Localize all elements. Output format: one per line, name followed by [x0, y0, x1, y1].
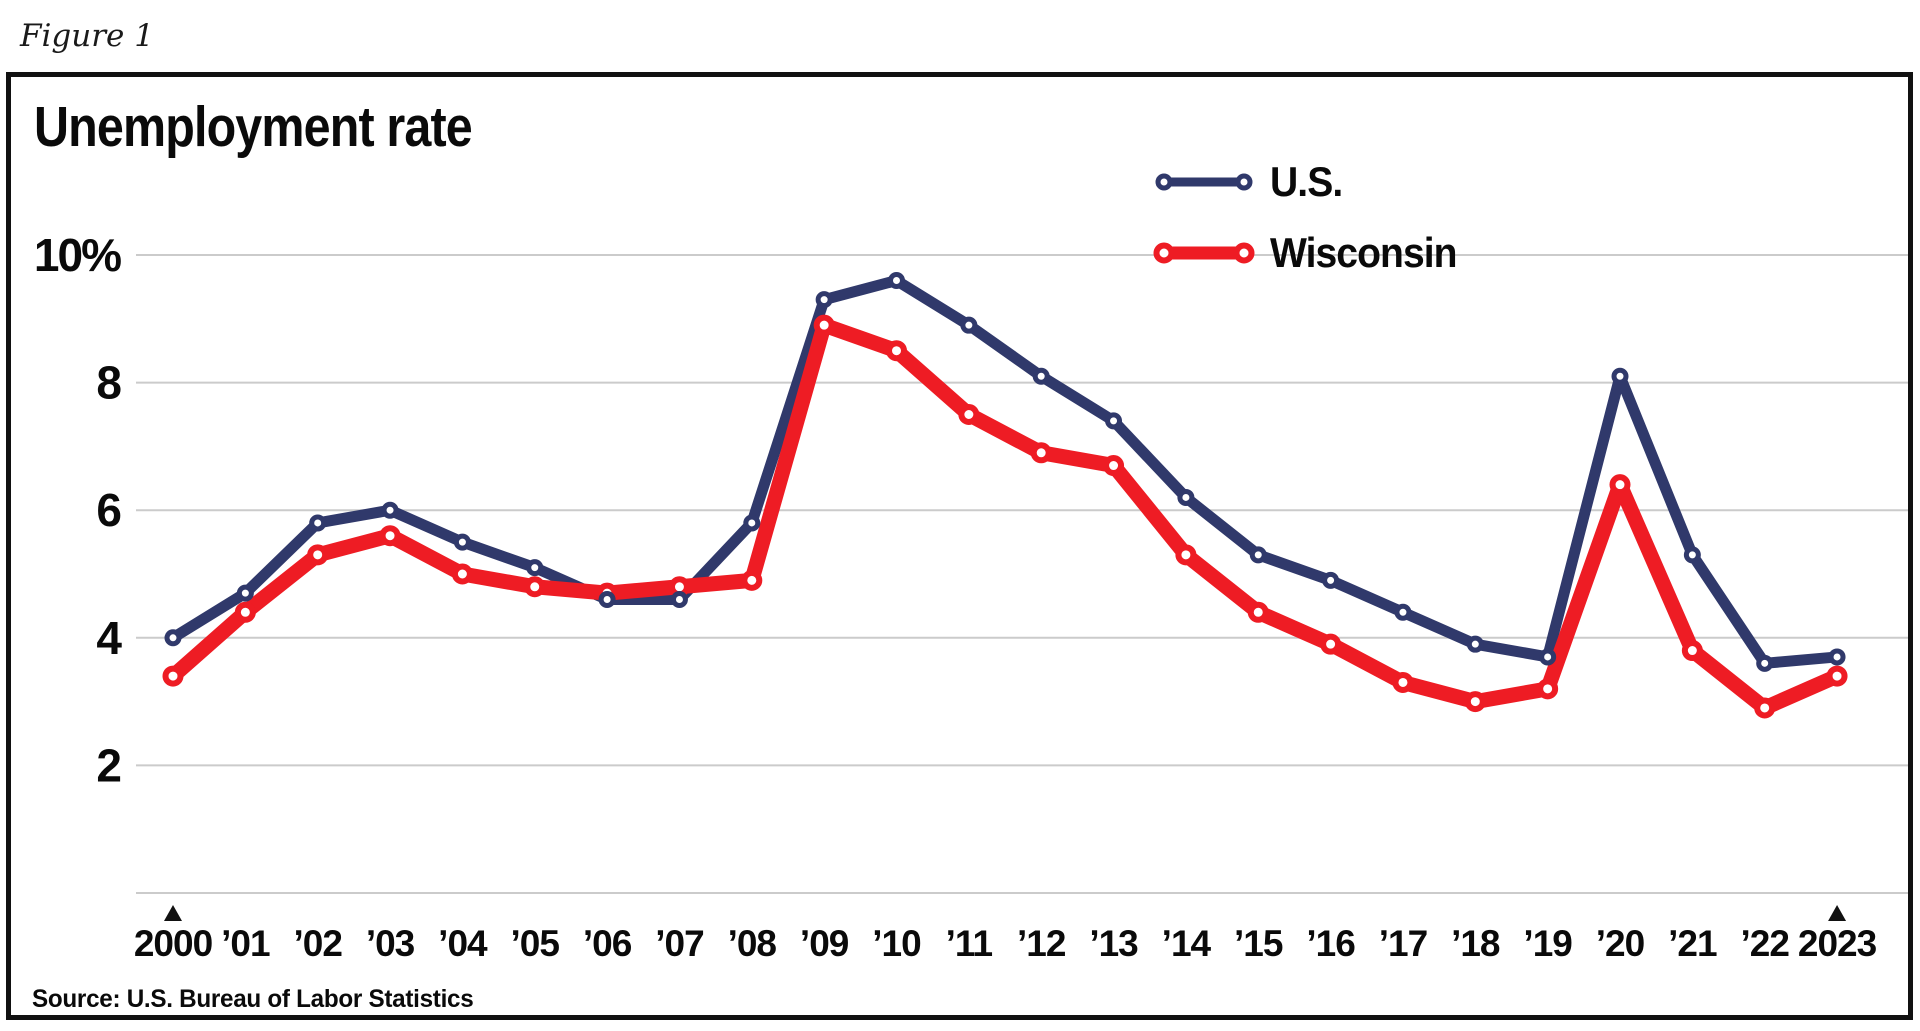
x-axis-label: ’05 [511, 923, 560, 964]
x-axis-label: ’19 [1523, 923, 1572, 964]
x-axis-label: ’07 [655, 923, 703, 964]
wisconsin-data-point-marker [741, 569, 763, 591]
us-line-swatch-icon [1155, 173, 1253, 191]
x-axis-label: ’14 [1162, 923, 1212, 964]
wisconsin-data-point-marker [1103, 455, 1125, 477]
us-data-point-marker [1032, 367, 1050, 385]
wisconsin-data-point-marker [1175, 544, 1197, 566]
us-data-point-marker [888, 272, 905, 290]
wisconsin-data-point-marker [1247, 601, 1269, 623]
legend-marker [1233, 242, 1255, 264]
us-data-point-marker [236, 584, 254, 602]
wisconsin-data-point-marker [1392, 671, 1414, 693]
x-axis-label: ’21 [1668, 923, 1717, 964]
us-data-point-marker [381, 501, 399, 519]
us-data-point-marker [1611, 367, 1629, 385]
us-data-point-marker [1177, 488, 1195, 506]
y-axis-label: 6 [96, 484, 120, 536]
wisconsin-data-point-marker [1681, 640, 1703, 662]
legend-marker [1155, 173, 1173, 191]
x-axis-label: ’17 [1379, 923, 1427, 964]
wisconsin-line-swatch-icon [1153, 242, 1255, 264]
us-line [170, 275, 1838, 669]
wisconsin-data-point-marker [1537, 678, 1559, 700]
wisconsin-data-point-marker [958, 404, 980, 425]
endpoint-triangle-icon [1828, 905, 1847, 921]
x-axis-label: ’16 [1306, 923, 1355, 964]
wisconsin-data-point-marker [451, 563, 473, 585]
wisconsin-data-point-marker [1030, 442, 1052, 464]
us-data-point-marker [1683, 546, 1701, 564]
us-data-point-marker [743, 514, 761, 532]
figure-label: Figure 1 [20, 18, 154, 54]
us-data-point-marker [1249, 546, 1267, 564]
wisconsin-line [168, 317, 1841, 716]
us-data-point-marker [526, 559, 544, 577]
us-data-point-marker [1394, 603, 1412, 621]
us-data-point-marker [309, 514, 327, 532]
us-data-point-marker [1756, 654, 1774, 672]
legend-marker [1235, 173, 1253, 191]
us-data-point-marker [1105, 412, 1123, 430]
legend-item-us: U.S. [1150, 157, 1348, 207]
us-data-point-marker [598, 591, 616, 609]
wisconsin-data-point-marker [1826, 665, 1848, 687]
wisconsin-data-point-marker [813, 314, 835, 336]
us-data-point-marker [1828, 648, 1846, 666]
wisconsin-data-point-marker [379, 525, 401, 547]
wisconsin-data-point-marker [1464, 691, 1486, 713]
chart-title: Unemployment rate [34, 95, 473, 159]
x-axis-label: ’15 [1234, 923, 1283, 964]
us-data-point-marker [1539, 648, 1557, 666]
legend-label-wisconsin: Wisconsin [1270, 229, 1458, 276]
us-data-point-marker [1322, 571, 1340, 589]
us-data-point-marker [670, 591, 688, 609]
x-axis-label: ’02 [293, 923, 342, 964]
source-attribution: Source: U.S. Bureau of Labor Statistics [32, 985, 474, 1013]
y-axis-label: 4 [96, 612, 122, 664]
endpoint-triangle-icon [164, 905, 182, 921]
x-axis-label: ’11 [946, 923, 993, 964]
y-axis-label: 8 [96, 357, 121, 409]
legend-item-wisconsin: Wisconsin [1150, 228, 1471, 278]
x-axis-label: ’09 [800, 923, 849, 964]
us-data-point-marker [1466, 635, 1484, 653]
y-axis-label: 2 [96, 739, 120, 791]
us-data-point-marker [453, 533, 471, 551]
x-axis-label: ’01 [221, 923, 270, 964]
wisconsin-data-point-marker [162, 665, 184, 687]
legend-label-us: U.S. [1270, 158, 1343, 205]
wisconsin-data-point-marker [886, 340, 907, 362]
x-axis-label: ’22 [1740, 923, 1789, 964]
wisconsin-data-point-marker [307, 544, 329, 566]
x-axis-label: ’03 [366, 923, 415, 964]
x-axis-label: ’06 [583, 923, 632, 964]
y-axis-label: 10% [34, 229, 121, 281]
x-axis-label: ’20 [1596, 923, 1645, 964]
wisconsin-data-point-marker [524, 576, 546, 598]
legend-marker [1153, 242, 1175, 264]
x-axis-label: ’08 [728, 923, 777, 964]
wisconsin-data-point-marker [1320, 633, 1342, 655]
x-axis-label: ’13 [1089, 923, 1138, 964]
us-data-point-marker [960, 316, 978, 334]
x-axis-label: 2023 [1798, 923, 1877, 964]
x-axis-label: 2000 [134, 923, 213, 964]
wisconsin-data-point-marker [234, 601, 256, 623]
us-data-point-marker [815, 291, 833, 309]
x-axis-label: ’12 [1017, 923, 1066, 964]
x-axis-label: ’18 [1451, 923, 1500, 964]
wisconsin-data-point-marker [1754, 697, 1776, 719]
wisconsin-data-point-marker [1609, 474, 1631, 496]
x-axis-label: ’04 [438, 923, 488, 964]
us-data-point-marker [164, 629, 182, 647]
x-axis-label: ’10 [872, 923, 921, 964]
